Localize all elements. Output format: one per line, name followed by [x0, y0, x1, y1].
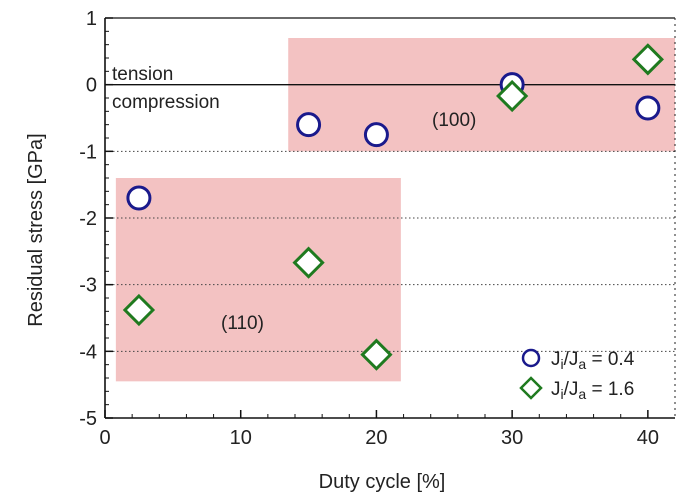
point-circle-1	[296, 112, 322, 138]
legend-label-part: i	[561, 356, 564, 372]
legend-label-part: = 1.6	[586, 379, 634, 400]
legend-marker-diamond	[519, 376, 543, 400]
y-tick-label: -2	[79, 208, 97, 230]
x-tick-label: 30	[501, 427, 523, 449]
y-axis-title: Residual stress [GPa]	[25, 133, 47, 326]
legend-label-part: /J	[564, 349, 579, 370]
point-diamond-4	[631, 43, 664, 76]
point-circle-0	[126, 185, 152, 211]
point-circle-2	[363, 122, 389, 148]
grid-layer	[105, 83, 675, 352]
legend-marker-circle	[521, 348, 541, 368]
point-diamond-1	[292, 246, 325, 279]
point-circle-4	[635, 95, 661, 121]
tension-label: tension	[112, 64, 173, 85]
legend-label: Ji/Ja = 1.6	[551, 379, 634, 402]
legend-label: Ji/Ja = 0.4	[551, 349, 635, 372]
regions-layer	[115, 38, 675, 382]
region-100-label: (100)	[432, 110, 476, 131]
y-tick-label: -1	[79, 141, 97, 163]
legend-label-part: = 0.4	[586, 349, 634, 370]
y-tick-label: 1	[86, 8, 97, 30]
plot-frame	[104, 17, 676, 419]
legend-label-part: J	[551, 349, 561, 370]
legend-label-part: i	[561, 386, 564, 402]
x-tick-label: 0	[99, 427, 110, 449]
y-tick-label: -4	[79, 341, 97, 363]
point-diamond-2	[360, 338, 393, 371]
x-tick-label: 40	[637, 427, 659, 449]
x-axis-title: Duty cycle [%]	[319, 471, 446, 493]
legend-label-part: a	[578, 356, 586, 372]
y-tick-label: 0	[86, 75, 97, 97]
y-tick-label: -3	[79, 275, 97, 297]
region-110-label: (110)	[221, 313, 264, 334]
ticks-layer: 10-1-2-3-4-50 10 20 30 40	[79, 8, 659, 449]
shaded-region-0	[288, 38, 675, 152]
point-diamond-0	[122, 293, 156, 327]
legend-label-part: a	[578, 386, 586, 402]
legend-label-part: /J	[564, 379, 579, 400]
shaded-region-1	[115, 178, 401, 382]
legend-label-part: J	[551, 379, 561, 400]
x-tick-label: 20	[365, 427, 387, 449]
points-layer	[122, 43, 664, 371]
x-tick-label: 10	[230, 427, 252, 449]
compression-label: compression	[112, 92, 220, 113]
y-tick-label: -5	[79, 408, 97, 430]
legend: Ji/Ja = 0.4Ji/Ja = 1.6	[519, 348, 635, 402]
point-diamond-3	[496, 79, 529, 113]
